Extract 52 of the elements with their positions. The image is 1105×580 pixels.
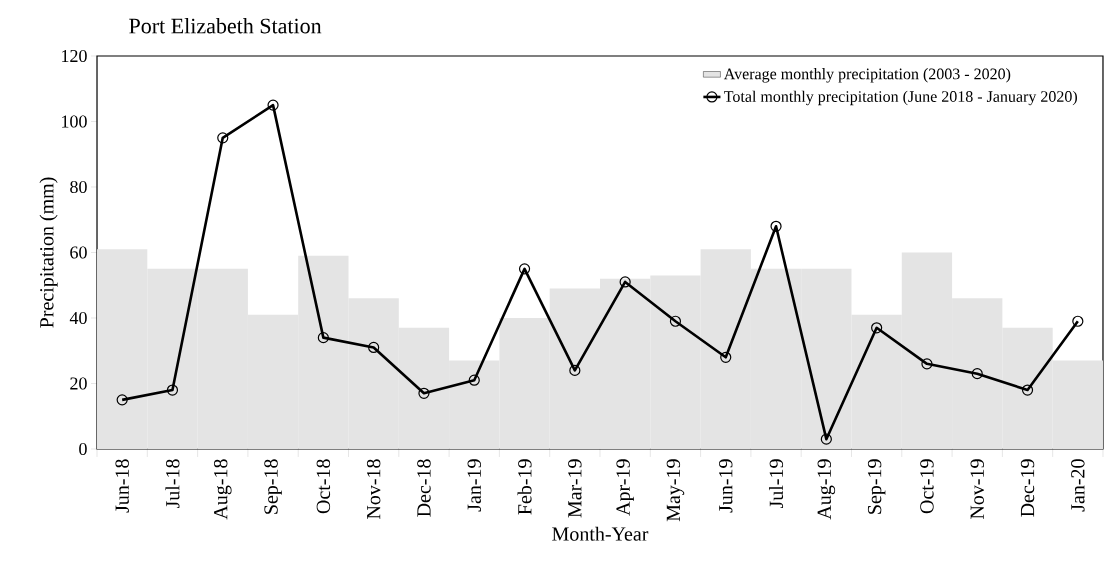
point <box>166 384 179 396</box>
x-tick-label: Nov-19 <box>970 459 984 520</box>
point <box>921 358 933 370</box>
x-tick-label: Dec-19 <box>1020 459 1035 517</box>
y-tick-label: 20 <box>70 377 87 390</box>
x-tick-label: Feb-19 <box>517 459 532 515</box>
x-tick-label: Nov-18 <box>366 459 381 520</box>
point <box>871 322 883 334</box>
x-tick-label: Jun-19 <box>719 459 733 513</box>
point <box>116 394 128 406</box>
x-tick-label: Jan-19 <box>467 459 481 512</box>
y-tick-label: 120 <box>62 49 87 63</box>
x-tick-label: Oct-19 <box>920 459 934 514</box>
point <box>317 332 329 344</box>
x-tick-label: Sep-18 <box>264 459 282 514</box>
y-tick-label: 60 <box>70 246 87 259</box>
x-tick-label: Apr-19 <box>616 459 634 516</box>
point <box>267 99 279 111</box>
legend-label: Average monthly precipitation (2003 - 2020) <box>723 68 1011 83</box>
x-tick-label: Oct-18 <box>316 459 331 514</box>
legend-label: Total monthly precipitation (June 2018 - January 2020) <box>724 90 1077 106</box>
x-tick-label: Aug-18 <box>213 459 232 520</box>
x-tick-label: Mar-19 <box>568 459 582 518</box>
x-tick-label: Jan-20 <box>1071 459 1085 512</box>
x-axis-title: Month-Year <box>552 526 649 541</box>
point <box>569 364 581 376</box>
chart-title: Port Elizabeth Station <box>129 17 322 34</box>
point <box>518 263 531 275</box>
point <box>720 351 732 363</box>
x-tick-label: Jun-18 <box>115 459 129 513</box>
point <box>820 433 832 445</box>
x-tick-label: Dec-18 <box>417 459 431 517</box>
x-tick-label: Jul-19 <box>769 459 784 509</box>
point <box>418 387 430 399</box>
x-tick-label: Jul-18 <box>165 459 180 509</box>
point <box>770 220 782 232</box>
point <box>468 374 480 386</box>
point <box>971 368 983 380</box>
point <box>619 276 631 288</box>
x-tick-label: May-19 <box>666 459 685 522</box>
y-tick-label: 40 <box>69 311 87 325</box>
y-tick-label: 80 <box>70 180 87 194</box>
x-tick-label: Sep-19 <box>867 459 886 514</box>
y-axis-title: Precipitation (mm) <box>39 177 58 328</box>
y-tick-label: 100 <box>62 115 87 128</box>
point <box>1072 315 1084 327</box>
x-tick-label: Aug-19 <box>817 459 836 520</box>
y-tick-label: 0 <box>79 442 87 456</box>
point <box>1021 384 1034 396</box>
point <box>217 132 229 144</box>
point <box>669 315 682 327</box>
point <box>368 341 380 354</box>
